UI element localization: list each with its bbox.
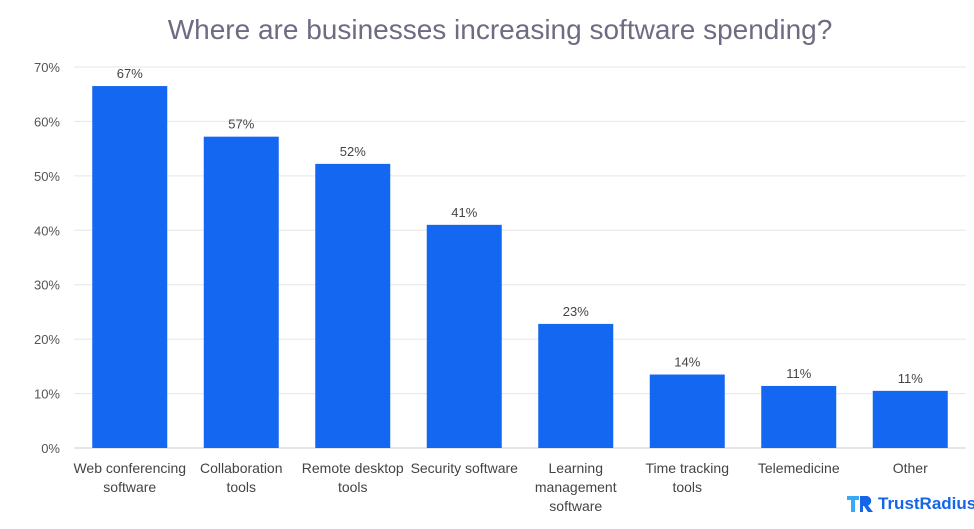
data-label: 11% [898,371,923,386]
x-tick-label: Telemedicine [758,460,840,476]
x-tick-label: tools [672,479,702,495]
x-tick-label: software [103,479,156,495]
x-tick-label: Other [893,460,928,476]
bar [315,163,391,448]
data-label: 57% [228,117,254,132]
trustradius-logo-icon [847,496,873,512]
data-label: 23% [563,304,589,319]
data-label: 52% [340,144,366,159]
bar [203,136,279,448]
bar [761,385,837,448]
y-tick-label: 10% [34,387,60,402]
data-label: 14% [674,355,700,370]
chart-title: Where are businesses increasing software… [167,14,833,45]
bar [426,224,502,448]
x-tick-label: software [549,498,602,514]
x-tick-label: Learning [549,460,604,476]
x-tick-label: Security software [411,460,519,476]
data-label: 11% [786,366,811,381]
y-tick-label: 60% [34,114,60,129]
x-tick-label: Time tracking [645,460,729,476]
y-tick-label: 20% [34,332,60,347]
bar [92,86,168,449]
data-label: 41% [451,205,477,220]
trustradius-logo: TrustRadius [846,494,974,514]
data-label: 67% [117,66,143,81]
bar [872,390,948,448]
brand-name: TrustRadius [878,494,974,513]
bar [649,374,725,448]
y-tick-label: 70% [34,60,60,75]
x-tick-label: Web conferencing [73,460,186,476]
x-tick-label: Remote desktop [302,460,404,476]
x-tick-label: Collaboration [200,460,283,476]
y-tick-label: 30% [34,278,60,293]
y-tick-label: 0% [41,441,60,456]
y-tick-label: 50% [34,169,60,184]
x-tick-label: tools [338,479,368,495]
y-tick-label: 40% [34,223,60,238]
x-tick-label: management [535,479,617,495]
bar [538,323,614,448]
x-tick-label: tools [226,479,256,495]
